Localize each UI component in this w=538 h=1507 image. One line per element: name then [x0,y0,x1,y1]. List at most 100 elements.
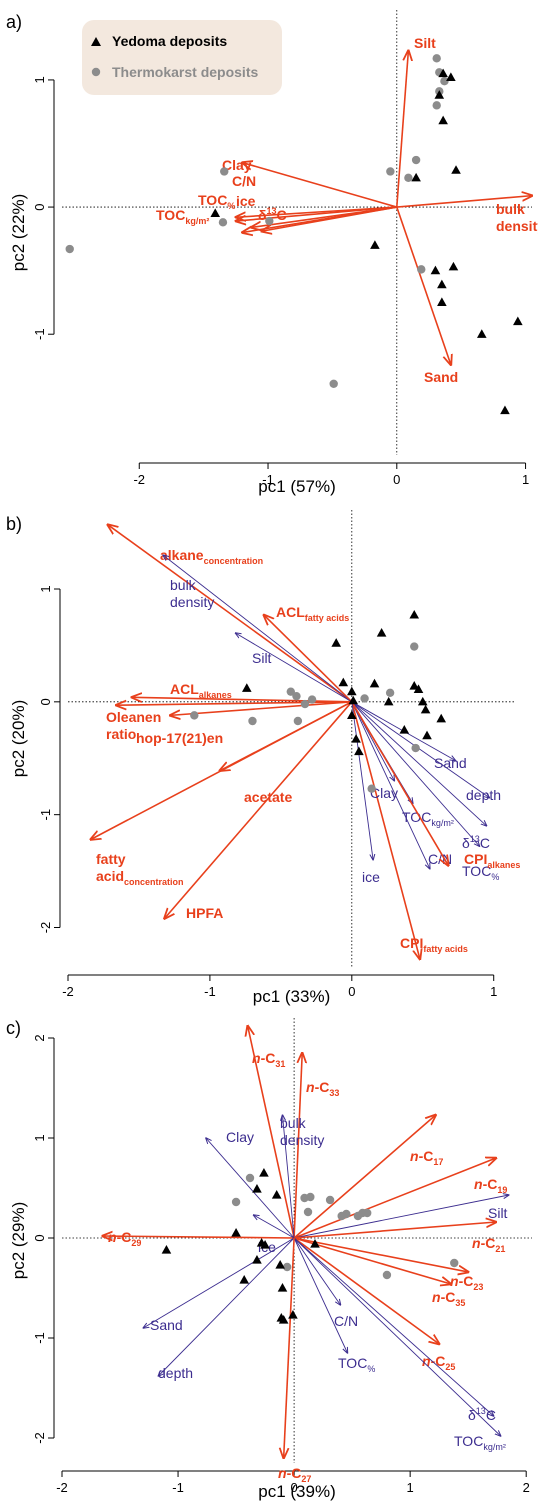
loading-arrow [293,1115,436,1239]
yedoma-point [383,696,394,706]
loading-arrow [206,1138,295,1239]
thermokarst-point [190,711,199,720]
thermokarst-point [411,743,420,753]
panel-letter: b) [6,514,22,534]
y-tick-label: -1 [38,809,53,821]
loading-arrow [351,701,448,866]
x-tick-label: -1 [204,984,216,999]
yedoma-point [277,1283,288,1292]
thermokarst-point [306,1192,315,1202]
arrow-label-0-8: Sand [424,369,458,385]
loading-arrow [132,697,352,702]
arrow-label-1-5: Oleanen [106,709,161,725]
yedoma-point [242,683,252,692]
arrow-label-0-5: TOCkg/m² [156,207,209,226]
arrow-label-0-3: TOC% [198,192,235,211]
yedoma-point [210,208,221,218]
arrow-label-1-12: depth [466,787,501,803]
legend-yedoma-marker [91,37,101,46]
loading-arrow [143,1237,295,1328]
thermokarst-point [325,1195,335,1205]
arrow-label-2-5: n-C19 [474,1176,507,1195]
yedoma-point [436,713,447,723]
arrow-label-1-14: TOCkg/m² [402,809,454,828]
arrow-label-1-6: hop-17(21)en [136,730,223,746]
yedoma-point [409,681,420,690]
arrow-label-1-19: ice [362,869,380,885]
thermokarst-point [432,101,441,110]
yedoma-point [437,297,447,307]
panel-3: c) -2 -1 0 1 2 -2 -1 0 1 2 pc1 (39%) pc2 (29%) n-C31 n… [6,1018,532,1501]
arrow-label-line2-1-8: acidconcentration [96,868,184,887]
yedoma-point [409,609,420,619]
thermokarst-point [303,1207,313,1217]
yedoma-point [338,677,349,687]
loading-arrow [396,196,532,208]
thermokarst-point [386,167,395,176]
arrow-label-1-13: Clay [370,785,398,801]
thermokarst-point [220,167,229,176]
arrow-label-2-2: bulk [280,1115,307,1131]
arrow-label-line2-0-7: density [496,218,538,234]
yedoma-point [260,1240,270,1249]
loading-arrow [395,51,409,208]
arrow-label-0-0: Silt [414,35,436,51]
loading-arrow [293,1237,468,1272]
yedoma-point [438,68,448,78]
x-tick-label: 0 [290,1480,297,1495]
x-tick-label: -2 [56,1480,68,1495]
thermokarst-point [363,1208,372,1218]
yedoma-point [451,165,461,174]
thermokarst-point [432,54,441,63]
x-tick-label: -1 [262,472,274,487]
loading-arrow [170,701,352,716]
arrow-label-2-12: n-C25 [422,1353,455,1372]
x-axis-label: pc1 (39%) [258,1482,335,1501]
thermokarst-point [367,784,376,793]
thermokarst-point [410,642,419,651]
arrow-label-2-6: Silt [488,1205,508,1221]
yedoma-point [239,1275,249,1284]
loading-arrow [351,701,373,860]
loading-arrow [396,206,451,365]
arrow-label-2-16: depth [158,1365,193,1381]
yedoma-point [369,678,380,688]
loading-arrow [242,163,398,208]
arrow-label-2-8: n-C29 [108,1229,141,1248]
yedoma-point [413,684,424,694]
loading-arrow [253,1215,295,1239]
yedoma-point [430,265,441,275]
yedoma-point [161,1245,172,1254]
y-tick-label: -2 [32,1432,47,1444]
thermokarst-point [382,1270,392,1280]
loading-arrow [351,701,490,798]
arrow-label-1-18: CPIalkanes [464,851,520,870]
yedoma-point [437,279,447,289]
x-tick-label: 1 [407,1480,414,1495]
x-tick-label: 1 [490,984,497,999]
arrow-label-1-8: fatty [96,851,126,867]
arrow-label-1-0: alkaneconcentration [160,547,263,566]
arrow-label-1-4: ACLalkanes [170,681,232,700]
yedoma-point [278,1315,289,1324]
y-tick-label: 2 [32,1034,47,1041]
thermokarst-point [286,687,295,696]
loading-arrow [293,1237,494,1416]
x-tick-label: -2 [62,984,74,999]
loading-arrow [293,1237,347,1353]
loading-arrow [163,555,353,703]
arrow-label-1-15: δ13C [462,834,490,851]
loading-arrow [236,206,397,221]
thermokarst-point [385,688,395,697]
y-tick-label: -2 [38,922,53,934]
yedoma-point [376,627,387,637]
arrow-label-2-15: Sand [150,1317,183,1333]
yedoma-point [500,405,510,415]
yedoma-point [348,695,359,705]
x-tick-label: -1 [172,1480,184,1495]
panel-2: b) -2 -1 0 1 -2 -1 0 1 pc1 (33%) pc2 (20%) alkaneco… [6,510,520,1006]
panel-letter: a) [6,12,22,32]
thermokarst-point [440,77,449,86]
arrow-label-1-11: Sand [434,755,467,771]
arrow-label-2-7: n-C21 [472,1235,505,1254]
